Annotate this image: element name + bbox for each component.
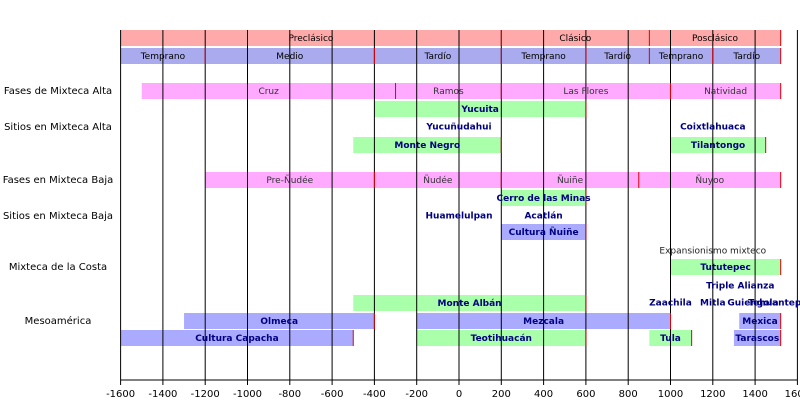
bar-label: Monte Negro <box>394 141 460 151</box>
bar-label: Tardío <box>732 52 760 62</box>
note-label: Expansionismo mixteco <box>659 247 766 257</box>
timeline-bar <box>501 172 639 188</box>
timeline-bar <box>374 101 586 117</box>
lane-label: Mesoamérica <box>25 315 92 327</box>
bar-label: Temprano <box>658 52 704 62</box>
x-tick-label: 1000 <box>658 389 683 400</box>
x-tick-label: 400 <box>534 389 553 400</box>
x-tick-label: 1200 <box>700 389 725 400</box>
bar-label: Ramos <box>433 87 464 97</box>
bar-label: Pre-Ñudée <box>266 175 313 186</box>
timeline-bar <box>120 30 502 46</box>
note-label: Triple Alianza <box>706 282 774 292</box>
x-tick-label: -800 <box>278 389 301 400</box>
bar-label: Ñudée <box>423 175 453 186</box>
timeline-bar <box>184 313 375 329</box>
x-tick-label: -200 <box>405 389 428 400</box>
bar-label: Cruz <box>258 87 279 97</box>
bar-label: Tardío <box>423 52 451 62</box>
note-label: Guiengola <box>727 299 778 309</box>
note-label: Coixtlahuaca <box>680 123 745 133</box>
lane-label: Sitios en Mixteca Baja <box>3 211 113 222</box>
lane-label: Fases de Mixteca Alta <box>4 86 112 97</box>
timeline-bar <box>670 259 781 275</box>
x-tick-label: -1200 <box>191 389 220 400</box>
x-tick-label: 0 <box>456 389 462 400</box>
bar-label: Las Flores <box>563 87 608 97</box>
bar-label: Tula <box>660 334 681 344</box>
x-tick-label: -1000 <box>233 389 262 400</box>
bar-label: Temprano <box>520 52 566 62</box>
timeline-bar <box>649 30 781 46</box>
note-label: Acatlán <box>524 212 562 222</box>
bar-label: Tilantongo <box>691 141 745 151</box>
timeline-bar <box>712 48 781 64</box>
lane-label: Fases en Mixteca Baja <box>3 175 113 186</box>
note-label: Tehuantepec <box>748 299 800 309</box>
bar-label: Posclásico <box>692 34 738 44</box>
timeline-bar <box>739 313 781 329</box>
x-tick-label: -600 <box>321 389 344 400</box>
bar-label: Cultura Capacha <box>195 334 278 344</box>
bar-label: Mexica <box>742 317 777 327</box>
x-tick-label: -400 <box>363 389 386 400</box>
timeline-bar <box>374 48 502 64</box>
bar-label: Ñuiñe <box>557 175 584 186</box>
x-tick-label: 800 <box>619 389 638 400</box>
bar-label: Cultura Ñuiñe <box>509 227 579 238</box>
x-tick-label: 200 <box>492 389 511 400</box>
bar-label: Olmeca <box>260 317 298 327</box>
bar-label: Yucuita <box>460 105 498 115</box>
timeline-bar <box>501 30 650 46</box>
timeline-bar <box>585 48 650 64</box>
note-label: Huamelulpan <box>426 212 493 222</box>
timeline-bar <box>120 330 354 346</box>
bar-label: Cerro de las Minas <box>497 194 591 204</box>
timeline-bar <box>670 137 766 153</box>
bar-label: Medio <box>276 52 304 62</box>
x-tick-label: 1600 <box>785 389 800 400</box>
bar-label: Ñuyoo <box>695 175 724 186</box>
x-tick-label: -1600 <box>106 389 135 400</box>
bar-label: Natividad <box>704 87 747 97</box>
timeline-bar <box>353 137 502 153</box>
timeline-bar <box>395 83 502 99</box>
labels: Preclásico Clásico Posclásico Temprano Medio… <box>3 30 800 400</box>
lane-label: Sitios en Mixteca Alta <box>4 122 112 133</box>
note-label: Mitla <box>700 299 726 309</box>
bar-label: Tarascos <box>735 334 779 344</box>
bar-label: Clásico <box>559 34 591 44</box>
timeline-bar <box>353 295 586 311</box>
bar-label: Preclásico <box>288 34 333 44</box>
note-label: Yucuñudahui <box>425 123 491 133</box>
bar-label: Tututepec <box>700 263 751 273</box>
x-tick-label: 600 <box>576 389 595 400</box>
x-tick-label: 1400 <box>742 389 767 400</box>
timeline-bar <box>649 48 713 64</box>
timeline-bar <box>638 172 781 188</box>
bar-label: Mezcala <box>523 317 564 327</box>
timeline-bar <box>670 83 781 99</box>
grid <box>120 30 798 385</box>
note-label: Zaachila <box>649 299 692 309</box>
bar-label: Tardío <box>603 52 631 62</box>
bar-label: Monte Albán <box>438 299 502 309</box>
timeline-bar <box>733 330 781 346</box>
lane-label: Mixteca de la Costa <box>9 262 107 273</box>
bar-label: Teotihuacán <box>471 334 532 344</box>
timeline-bar <box>374 172 502 188</box>
bar-label: Temprano <box>140 52 186 62</box>
x-tick-label: -1400 <box>148 389 177 400</box>
